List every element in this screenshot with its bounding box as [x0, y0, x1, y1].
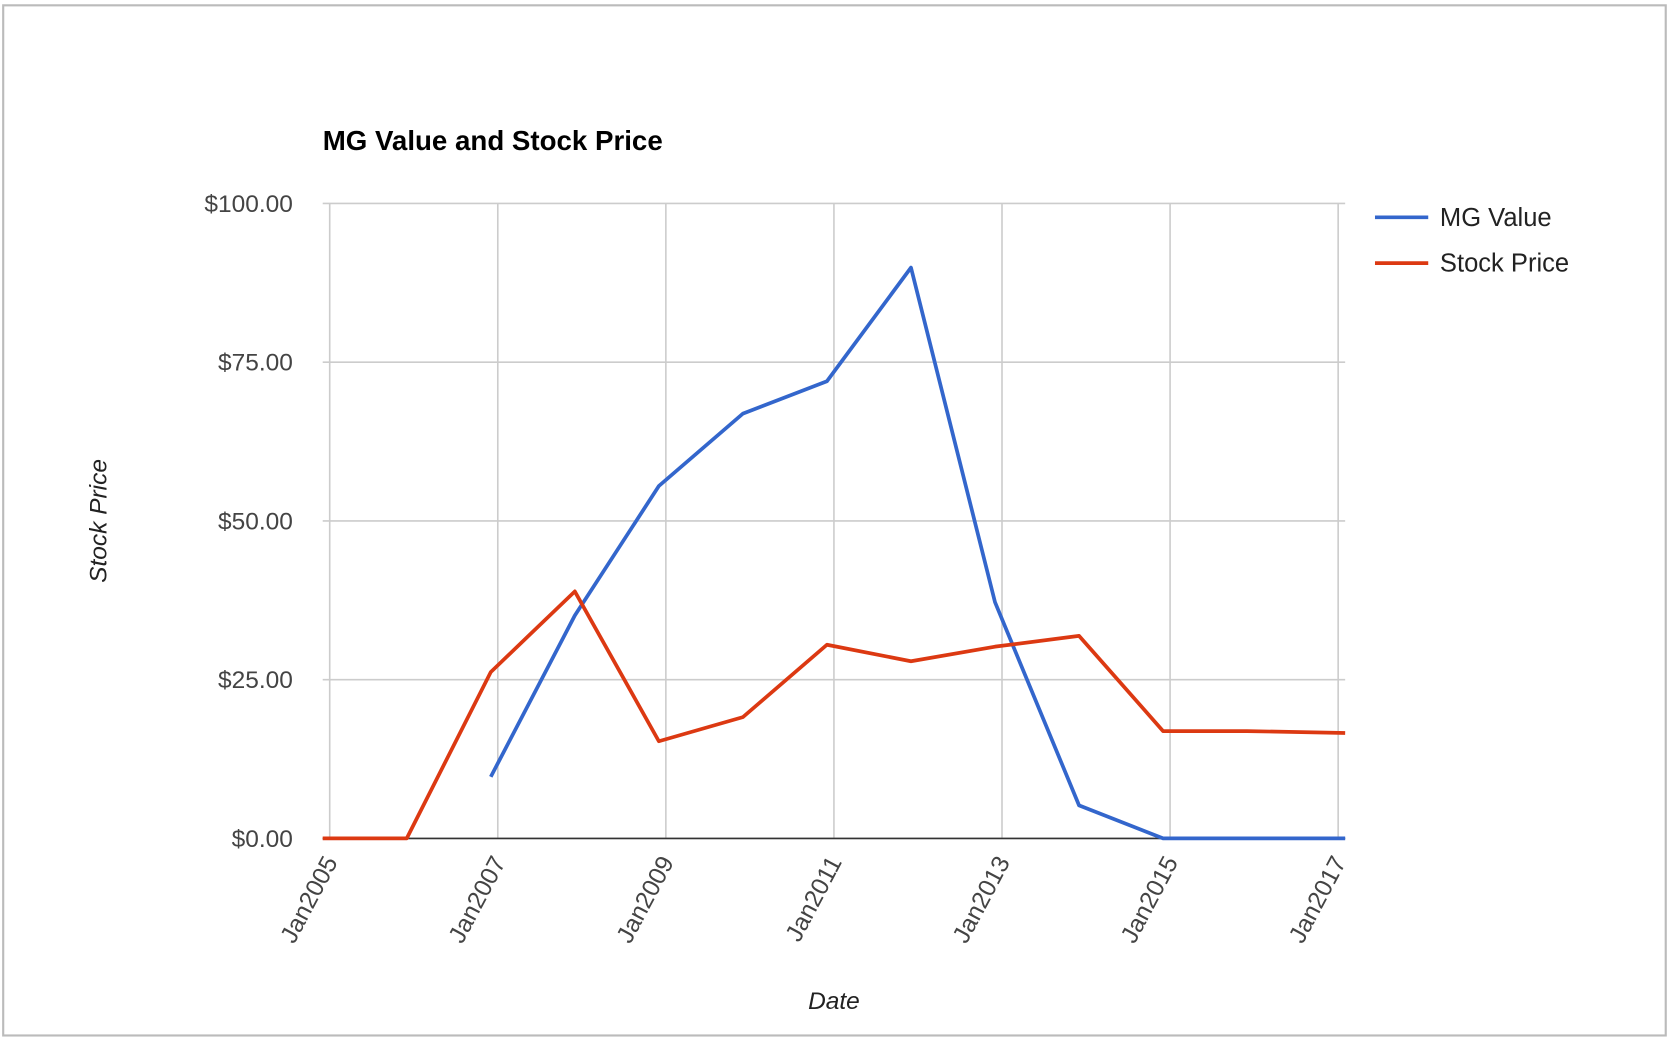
y-tick-label: $50.00	[218, 508, 293, 535]
data-line	[489, 265, 1346, 841]
y-tick-label: $75.00	[218, 350, 293, 377]
legend-label: MG Value	[1440, 204, 1552, 232]
y-tick-label: $25.00	[218, 667, 293, 694]
x-axis-title: Date	[808, 988, 860, 1015]
data-line	[322, 589, 1346, 841]
legend-label: Stock Price	[1440, 250, 1569, 278]
chart-title: MG Value and Stock Price	[323, 125, 663, 156]
y-tick-label: $0.00	[232, 826, 293, 853]
y-tick-label: $100.00	[204, 191, 293, 218]
y-axis-title: Stock Price	[86, 459, 113, 583]
